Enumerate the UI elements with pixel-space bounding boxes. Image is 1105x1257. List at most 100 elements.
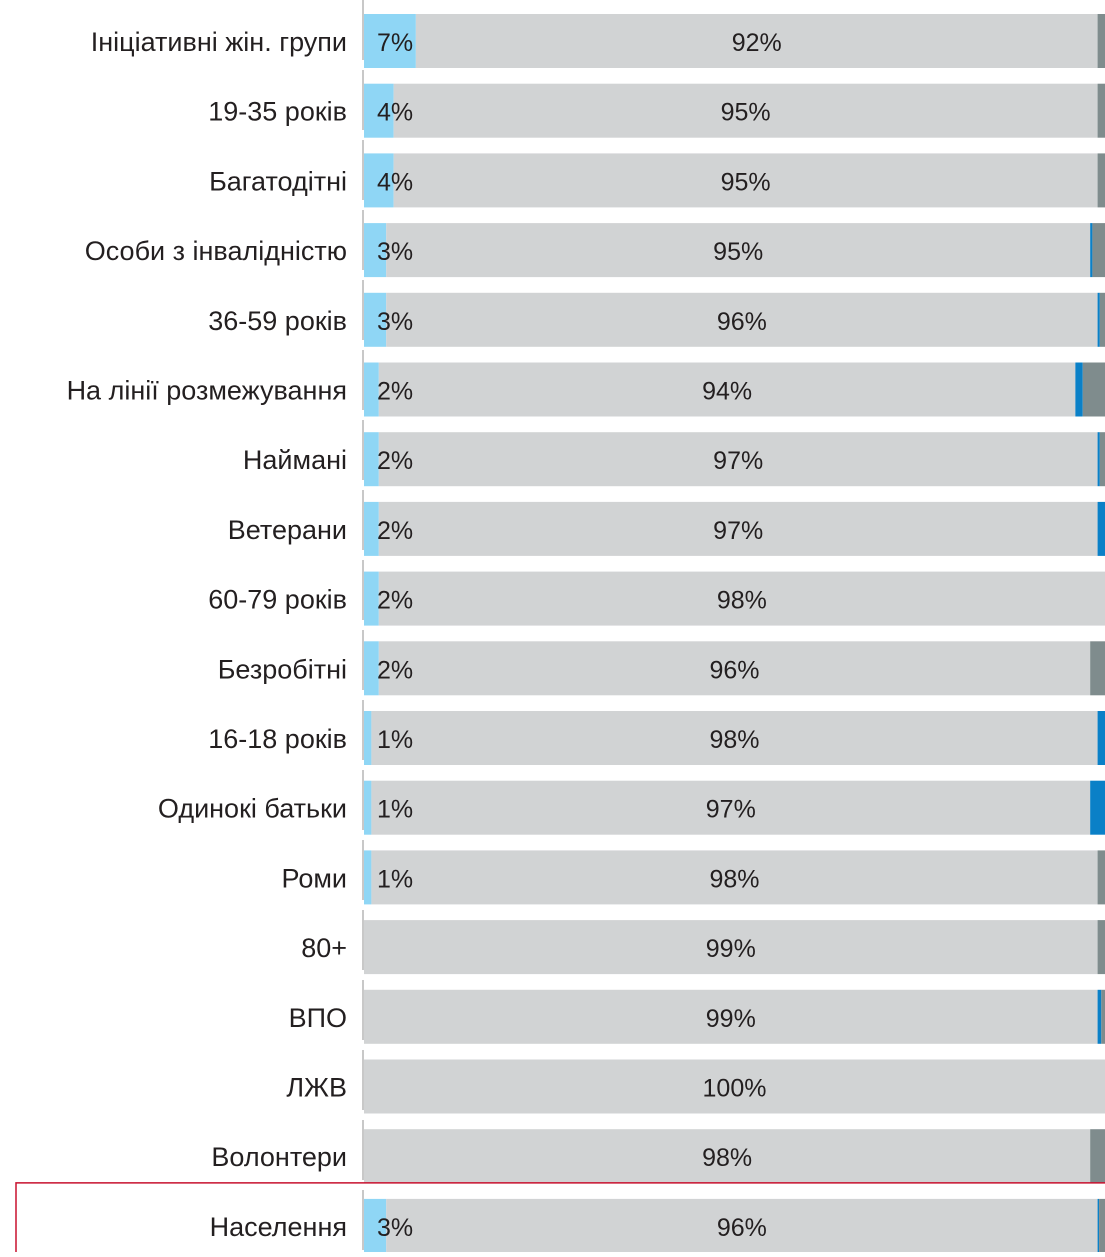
data-label: 2% [377, 517, 413, 545]
data-label: 96% [717, 1214, 767, 1242]
bar-segment-1 [364, 711, 372, 765]
bar-segment-1 [364, 14, 416, 68]
category-label: На лінії розмежування [67, 376, 347, 406]
data-label: 97% [713, 447, 763, 475]
bar-segment-3 [1097, 711, 1105, 765]
data-label: 99% [706, 1005, 756, 1033]
bar-segment-3 [1097, 1198, 1100, 1253]
data-label: 96% [709, 656, 759, 684]
category-label: Багатодітні [209, 166, 347, 196]
bar-segment-1 [364, 432, 379, 487]
data-label: 96% [717, 308, 767, 336]
category-label: ЛЖВ [286, 1073, 347, 1103]
data-label: 98% [717, 587, 767, 615]
category-label: Одинокі батьки [158, 794, 347, 824]
data-label: 2% [377, 378, 413, 406]
bar-segment-3 [1090, 780, 1105, 835]
bar-segment-2 [371, 780, 1091, 835]
bar-segment-1 [364, 292, 387, 347]
bar-segment-4 [1101, 989, 1105, 1044]
category-label: Особи з інвалідністю [85, 236, 347, 266]
bar-segment-2 [386, 292, 1098, 347]
category-label: 60-79 років [208, 585, 347, 615]
bar-segment-2 [378, 571, 1105, 626]
bar-segment-2 [393, 153, 1098, 208]
bar-segment-4 [1097, 850, 1105, 905]
bar-segment-2 [371, 850, 1098, 905]
data-label: 4% [377, 99, 413, 127]
bar-segment-2 [364, 989, 1098, 1044]
data-label: 98% [709, 865, 759, 893]
data-label: 1% [377, 796, 413, 824]
data-label: 98% [702, 1144, 752, 1172]
bar-segment-4 [1099, 1198, 1105, 1253]
category-label: ВПО [289, 1003, 347, 1033]
data-label: 92% [732, 29, 782, 57]
data-label: 95% [713, 238, 763, 266]
data-label: 3% [377, 1214, 413, 1242]
category-label: Населення [210, 1212, 347, 1242]
data-label: 4% [377, 168, 413, 196]
data-label: 1% [377, 865, 413, 893]
category-label: 19-35 років [208, 97, 347, 127]
bar-segment-2 [378, 432, 1098, 487]
bar-segment-1 [364, 153, 394, 208]
bar-segment-4 [1097, 83, 1105, 138]
category-label: Волонтери [211, 1142, 347, 1172]
data-label: 2% [377, 656, 413, 684]
bar-segment-3 [1075, 362, 1083, 417]
data-label: 97% [706, 796, 756, 824]
bar-segment-2 [364, 1129, 1091, 1184]
bar-segment-3 [1090, 223, 1093, 278]
bar-segment-2 [364, 920, 1098, 975]
data-label: 3% [377, 238, 413, 266]
bar-segment-2 [378, 501, 1098, 556]
bar-segment-4 [1090, 1129, 1105, 1184]
bar-segment-1 [364, 83, 394, 138]
data-label: 99% [706, 935, 756, 963]
bar-segment-4 [1092, 223, 1105, 278]
bar-segment-2 [378, 641, 1091, 696]
bar-segment-1 [364, 571, 379, 626]
bar-segment-4 [1099, 292, 1105, 347]
bar-segment-1 [364, 223, 387, 278]
bar-segment-3 [1097, 989, 1102, 1044]
data-label: 100% [703, 1075, 767, 1103]
data-label: 95% [721, 99, 771, 127]
data-label: 2% [377, 587, 413, 615]
bar-segment-3 [1097, 432, 1100, 487]
data-label: 94% [702, 378, 752, 406]
category-label: Ветерани [228, 515, 347, 545]
bar-segment-2 [386, 223, 1091, 278]
data-label: 97% [713, 517, 763, 545]
category-label: Роми [282, 863, 347, 893]
bar-segment-1 [364, 1198, 387, 1253]
bar-segment-3 [1097, 501, 1105, 556]
category-label: 36-59 років [208, 306, 347, 336]
category-label: Ініціативні жін. групи [91, 27, 347, 57]
data-label: 98% [709, 726, 759, 754]
data-label: 7% [377, 29, 413, 57]
bar-segment-4 [1097, 153, 1105, 208]
bar-segment-3 [1097, 292, 1100, 347]
bar-segment-1 [364, 501, 379, 556]
bar-segment-1 [364, 641, 379, 696]
data-label: 95% [721, 168, 771, 196]
bar-segment-1 [364, 362, 379, 417]
data-label: 2% [377, 447, 413, 475]
category-label: 80+ [301, 933, 347, 963]
bar-segment-1 [364, 780, 372, 835]
bar-segment-4 [1090, 641, 1105, 696]
bar-segment-2 [386, 1198, 1098, 1253]
bar-segment-4 [1099, 432, 1105, 487]
bar-segment-2 [378, 362, 1076, 417]
bar-segment-2 [371, 711, 1098, 765]
data-label: 3% [377, 308, 413, 336]
category-label: 16-18 років [208, 724, 347, 754]
bar-segment-2 [415, 14, 1098, 68]
bar-segment-2 [393, 83, 1098, 138]
highlight-frame [15, 1182, 1105, 1252]
bar-segment-1 [364, 850, 372, 905]
